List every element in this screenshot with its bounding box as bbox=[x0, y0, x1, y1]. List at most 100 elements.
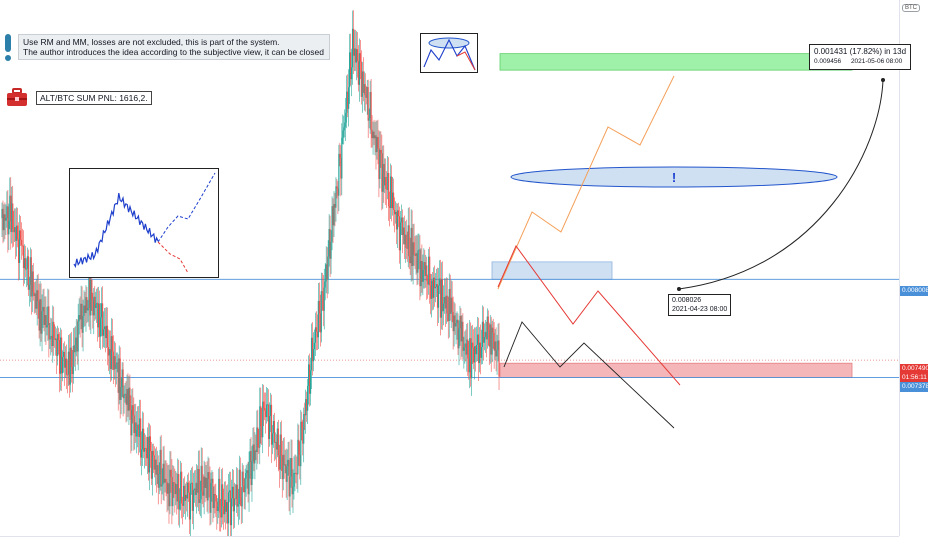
candle-body bbox=[371, 129, 373, 139]
candle-body bbox=[308, 364, 310, 386]
candle-body bbox=[26, 256, 28, 269]
candle-body bbox=[357, 61, 360, 85]
candle-body bbox=[82, 315, 84, 333]
candle-body bbox=[61, 356, 64, 374]
candle-body bbox=[14, 227, 16, 233]
candle-body bbox=[376, 137, 378, 153]
candle-body bbox=[7, 206, 9, 235]
candle-body bbox=[449, 289, 451, 314]
candle-body bbox=[223, 506, 225, 515]
candle-body bbox=[149, 436, 152, 452]
candle-body bbox=[367, 87, 369, 121]
candle-body bbox=[375, 135, 377, 153]
candle-body bbox=[478, 342, 481, 364]
scenario-thumbnail-drawing bbox=[73, 172, 216, 274]
candle-body bbox=[413, 242, 415, 255]
measure-start-tag[interactable]: 0.008026 2021-04-23 08:00 bbox=[668, 294, 732, 316]
candle-body bbox=[200, 465, 202, 500]
measure-start-dot bbox=[677, 287, 681, 291]
scenario-thumbnail[interactable] bbox=[69, 168, 219, 278]
candle-body bbox=[369, 92, 371, 119]
candle-body bbox=[11, 203, 13, 233]
measure-end-tag[interactable]: 0.001431 (17.82%) in 13d 0.009456 2021-0… bbox=[809, 44, 912, 70]
candle-body bbox=[209, 478, 211, 513]
pnl-label[interactable]: ALT/BTC SUM PNL: 1616,2. bbox=[36, 91, 152, 105]
candle-body bbox=[414, 254, 416, 256]
candle-body bbox=[463, 347, 465, 351]
candle-body bbox=[435, 284, 438, 287]
candle-body bbox=[461, 321, 463, 342]
candle-body bbox=[365, 95, 367, 98]
candle-body bbox=[410, 227, 412, 264]
candle-body bbox=[42, 306, 44, 312]
candle-body bbox=[326, 264, 328, 280]
candle-body bbox=[385, 177, 387, 190]
candle-body bbox=[399, 222, 401, 251]
candle-body bbox=[210, 483, 212, 513]
candle-body bbox=[242, 471, 244, 486]
candle-body bbox=[145, 448, 148, 459]
candle-body bbox=[368, 118, 370, 121]
candle-body bbox=[390, 176, 392, 208]
candle-body bbox=[176, 484, 178, 502]
candle-body bbox=[305, 399, 307, 416]
candle-body bbox=[21, 245, 24, 247]
candle-body bbox=[23, 258, 26, 269]
candle-body bbox=[354, 48, 357, 63]
candle-body bbox=[123, 394, 125, 399]
candle-body bbox=[142, 428, 145, 452]
candle-body bbox=[448, 289, 450, 322]
candle-body bbox=[120, 386, 122, 400]
candle-body bbox=[155, 459, 157, 475]
candle-body bbox=[329, 228, 331, 259]
candle-body bbox=[260, 406, 262, 427]
candle-body bbox=[476, 334, 479, 345]
candle-body bbox=[469, 338, 471, 373]
candle-body bbox=[454, 315, 456, 327]
candle-body bbox=[129, 387, 131, 411]
candle-body bbox=[208, 472, 210, 479]
candle-body bbox=[168, 483, 170, 507]
candle-body bbox=[188, 492, 191, 520]
candle-body bbox=[337, 188, 339, 196]
candle-body bbox=[119, 358, 121, 400]
candle-body bbox=[86, 297, 88, 311]
candle-body bbox=[112, 351, 114, 370]
target-marker: ! bbox=[672, 170, 676, 185]
candle-body bbox=[271, 433, 274, 445]
time-axis[interactable] bbox=[0, 536, 899, 551]
candle-body bbox=[178, 473, 180, 510]
candle-body bbox=[308, 364, 311, 394]
candle-body bbox=[490, 324, 492, 355]
candle-body bbox=[179, 500, 181, 510]
candle-body bbox=[304, 413, 306, 416]
candle-body bbox=[205, 477, 207, 488]
candle-body bbox=[132, 405, 134, 416]
candle-body bbox=[227, 492, 230, 524]
candle-body bbox=[161, 484, 163, 487]
candle-body bbox=[50, 335, 52, 339]
pattern-thumbnail[interactable] bbox=[420, 33, 478, 73]
candle-body bbox=[139, 418, 141, 437]
candle-body bbox=[45, 315, 47, 328]
candle-body bbox=[48, 306, 50, 340]
candle-body bbox=[356, 49, 359, 62]
candle-body bbox=[141, 449, 143, 458]
candle-body bbox=[198, 468, 200, 503]
candle-body bbox=[97, 302, 99, 328]
disclaimer-note[interactable]: Use RM and MM, losses are not excluded, … bbox=[18, 34, 330, 60]
candle-body bbox=[400, 217, 402, 223]
candle-body bbox=[268, 416, 271, 440]
candle-body bbox=[239, 469, 241, 498]
candle-body bbox=[69, 347, 71, 385]
price-axis[interactable] bbox=[899, 0, 932, 536]
candle-body bbox=[339, 153, 341, 158]
candle-body bbox=[134, 422, 136, 433]
candle-body bbox=[429, 256, 431, 286]
candle-body bbox=[110, 336, 112, 369]
candle-body bbox=[310, 337, 313, 371]
candle-body bbox=[15, 227, 17, 241]
candle-body bbox=[443, 297, 445, 304]
candle-body bbox=[317, 300, 319, 338]
candle-body bbox=[185, 494, 188, 499]
